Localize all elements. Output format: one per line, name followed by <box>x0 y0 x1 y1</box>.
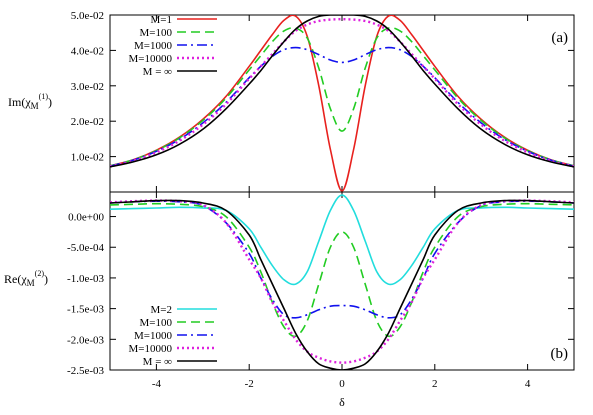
panel-b-legend-label: M = ∞ <box>143 356 172 368</box>
panel-b-series-line-1 <box>110 202 574 338</box>
panel-b-series-line-0 <box>110 194 574 286</box>
panel-a-ytick-label: 5.0e-02 <box>71 10 104 22</box>
panel-b-ytick-label: -2.0e-03 <box>67 334 104 346</box>
panel-b-xtick-label: 0 <box>339 378 345 390</box>
panel-b-ytick-label: -1.5e-03 <box>67 304 104 316</box>
panel-a-ytick-label: 1.0e-02 <box>71 152 104 164</box>
panel-a-ticks: 1.0e-02 2.0e-02 3.0e-02 4.0e-02 5.0e-02 <box>71 10 574 192</box>
panel-b-ytick-label: -2.5e-03 <box>67 365 104 377</box>
panel-a-legend-label: M=100 <box>140 27 173 39</box>
panel-a-curves <box>110 15 574 192</box>
panel-b-tag: (b) <box>551 346 569 362</box>
panel-a-legend-label: M=1 <box>151 14 172 26</box>
panel-a-series-line-0 <box>110 15 574 192</box>
panel-a-series-line-4 <box>110 15 574 168</box>
panel-b-ylabel: Re(χM(2)) <box>4 269 48 288</box>
panel-b-legend-label: M=10000 <box>129 343 173 355</box>
panel-b-ticks: 0.0e+00 -5.0e-04 -1.0e-03 -1.5e-03 -2.0e-03 -… <box>67 192 574 390</box>
panel-a-ytick-label: 3.0e-02 <box>71 81 104 93</box>
panel-b-ytick-label: -5.0e-04 <box>67 242 104 254</box>
panel-b-xtick-label: -4 <box>152 378 162 390</box>
panel-a-frame <box>109 14 575 193</box>
panel-b-ytick-label: 0.0e+00 <box>68 212 104 224</box>
panel-b-series-line-3 <box>110 199 574 364</box>
panel-b-series-line-4 <box>110 199 574 370</box>
x-axis-label: δ <box>339 395 345 409</box>
panel-b-frame <box>109 191 575 371</box>
panel-b-legend-label: M=1000 <box>134 330 172 342</box>
panel-a-series-line-2 <box>110 46 574 167</box>
panel-b-xtick-label: 4 <box>525 378 531 390</box>
panel-a-tag: (a) <box>551 30 568 46</box>
panel-a-legend-label: M=10000 <box>129 53 173 65</box>
panel-a-ylabel: Im(χM(1)) <box>8 92 52 111</box>
panel-b: 0.0e+00 -5.0e-04 -1.0e-03 -1.5e-03 -2.0e-03 -… <box>4 191 575 409</box>
panel-b-xtick-label: -2 <box>245 378 254 390</box>
panel-b-ytick-label: -1.0e-03 <box>67 273 104 285</box>
panel-b-xtick-label: 2 <box>432 378 438 390</box>
panel-a-series-line-1 <box>110 26 574 167</box>
panel-b-legend-label: M=100 <box>140 317 173 329</box>
panel-a-ytick-label: 2.0e-02 <box>71 116 104 128</box>
panel-a-legend-label: M=1000 <box>134 40 172 52</box>
panel-b-series-line-2 <box>110 200 574 319</box>
panel-a-ytick-label: 4.0e-02 <box>71 45 104 57</box>
panel-a: 1.0e-022.0e-023.0e-024.0e-025.0e-02 M=1M… <box>8 10 575 193</box>
panel-b-curves <box>110 194 574 370</box>
panel-a-legend-label: M = ∞ <box>143 66 172 78</box>
panel-b-legend-label: M=2 <box>151 304 172 316</box>
